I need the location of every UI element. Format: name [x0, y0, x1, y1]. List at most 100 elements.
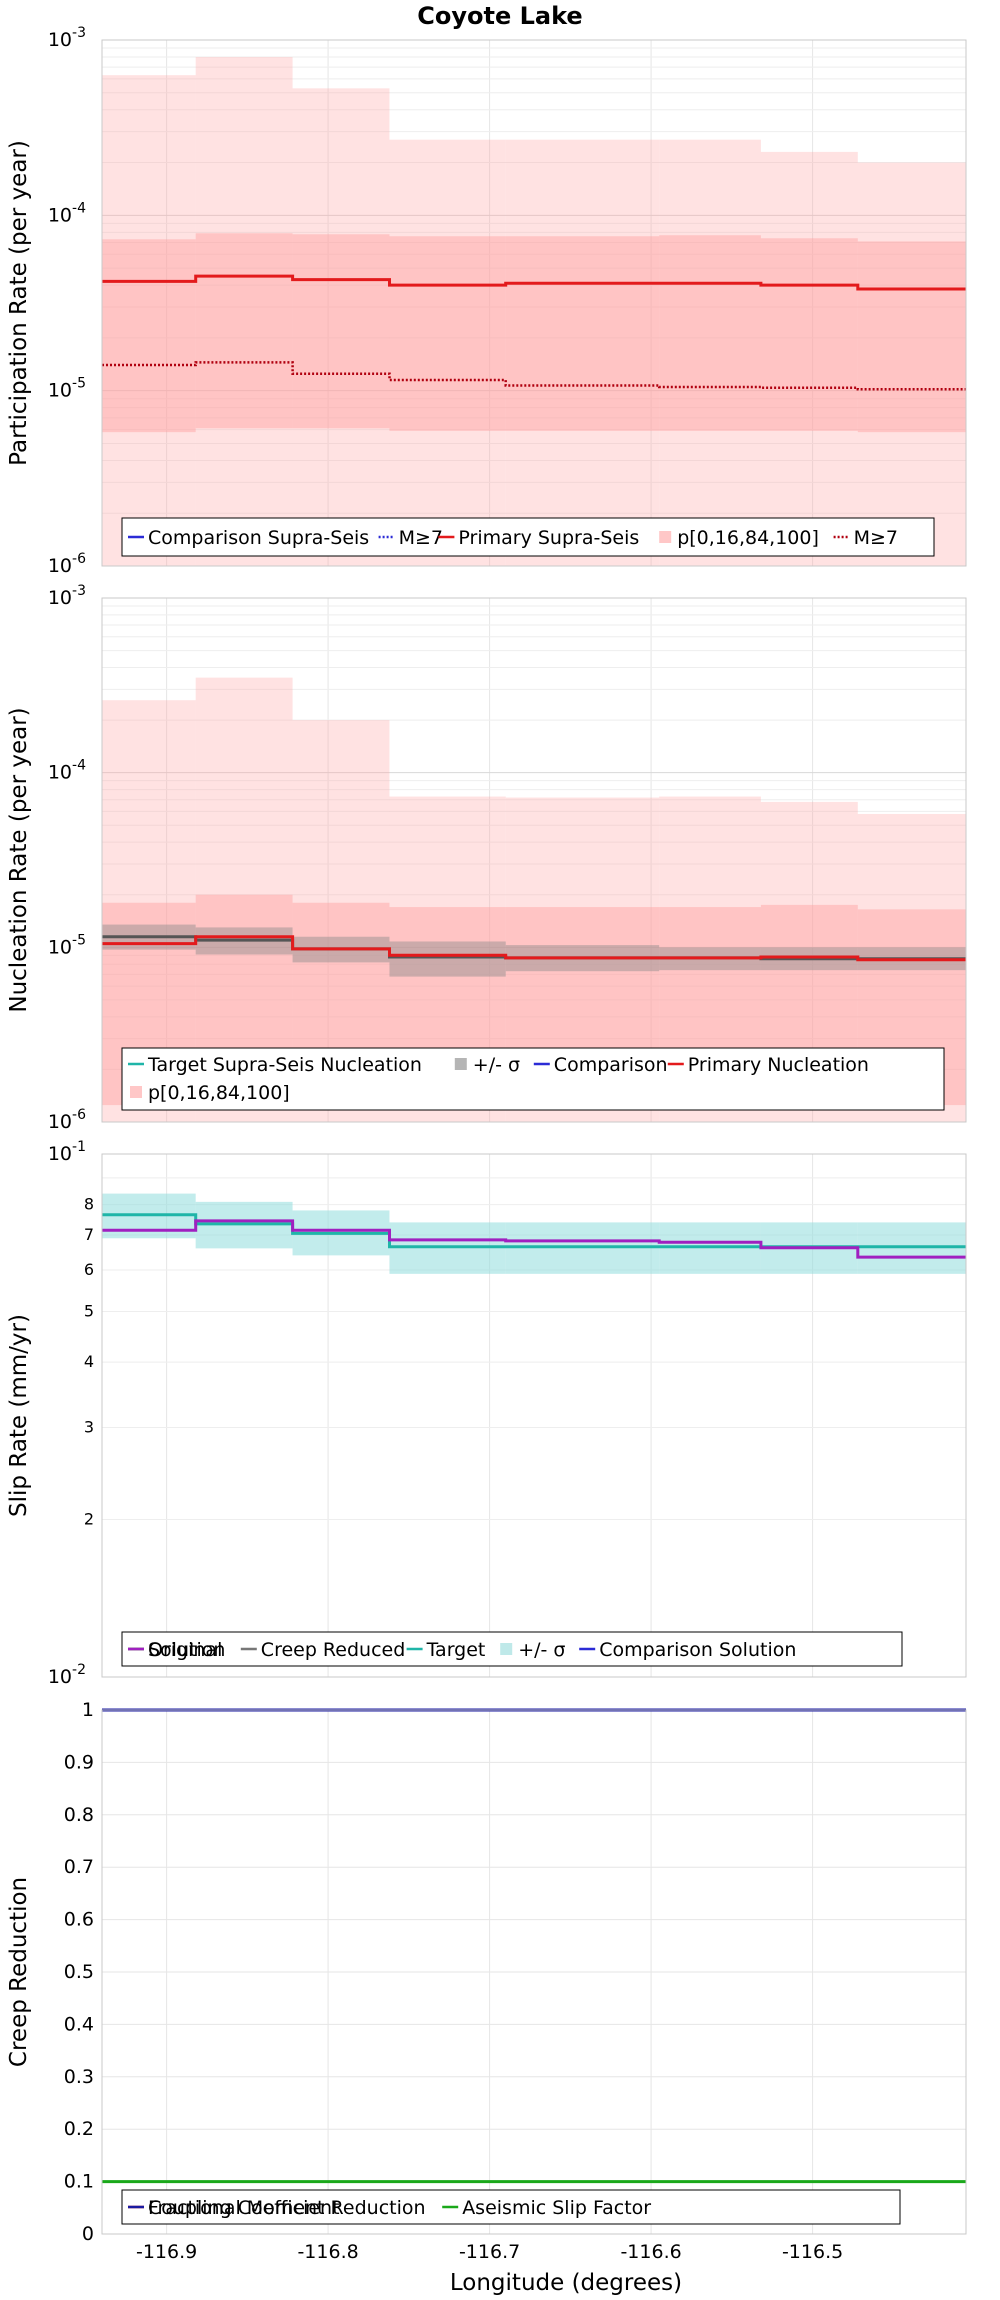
legend-label: Comparison Supra-Seis	[148, 527, 369, 549]
legend-label: Aseismic Slip Factor	[462, 2197, 651, 2219]
legend-label: Solution	[148, 1639, 225, 1661]
y-axis-ticks: 0 0.1 0.2 0.3 0.4 0.5 0.6 0.7 0.8 0.9 1	[64, 1699, 94, 2245]
band-segment	[760, 151, 858, 566]
series-line	[102, 274, 966, 291]
y-axis-ticks: 10-2 10-1 2 3 4 5 6 7 8	[48, 1139, 94, 1688]
y-tick-label: 0.7	[64, 1856, 94, 1878]
x-tick-label: -116.5	[782, 2241, 843, 2263]
legend: Target Supra-Seis Nucleation +/- σ Compari…	[121, 1047, 945, 1111]
y-tick-label: 0.5	[64, 1961, 94, 1983]
series-line	[102, 935, 966, 962]
band-segment	[760, 238, 858, 431]
band-segment	[659, 139, 761, 567]
legend: Original Creep Reduced Target +/- σ Comparis…	[121, 1631, 903, 1667]
y-tick-label: 10-1	[48, 1139, 86, 1165]
x-tick-label: -116.9	[136, 2241, 197, 2263]
legend-label: M≥7	[854, 527, 898, 549]
legend-label: Original	[148, 1639, 222, 1661]
band	[102, 233, 966, 433]
y-axis-label: Slip Rate (mm/yr)	[6, 1314, 32, 1517]
panel-4: 0 0.1 0.2 0.3 0.4 0.5 0.6 0.7 0.8 0.9 1 Creep Reduc…	[6, 1699, 967, 2245]
y-tick-label: 10-2	[48, 1662, 86, 1688]
legend-label: Fractional Moment Reduction	[148, 2197, 426, 2219]
y-tick-label: 0.4	[64, 2013, 94, 2035]
band-segment	[292, 234, 390, 429]
legend-box	[121, 1047, 945, 1111]
y-tick-label: 8	[84, 1195, 94, 1214]
band-segment	[292, 88, 390, 566]
x-tick-label: -116.7	[459, 2241, 520, 2263]
y-tick-label: 10-6	[48, 1107, 86, 1133]
y-tick-label: 5	[84, 1301, 94, 1320]
x-tick-label: -116.6	[620, 2241, 681, 2263]
y-tick-label: 10-5	[48, 932, 86, 958]
plot-area	[102, 598, 966, 1122]
legend-swatch	[454, 1058, 467, 1070]
x-axis-ticks: -116.9 -116.8 -116.7 -116.6 -116.5	[136, 2241, 843, 2263]
legend-label: Primary Supra-Seis	[458, 527, 639, 549]
band-segment	[389, 139, 506, 567]
legend-label: p[0,16,84,100]	[148, 1082, 290, 1104]
band-segment	[857, 162, 966, 566]
legend-box	[121, 2189, 901, 2225]
legend-label: Comparison Solution	[599, 1639, 796, 1661]
y-axis-ticks: 10-6 10-5 10-4 10-3	[48, 583, 86, 1133]
band	[102, 56, 966, 567]
y-tick-label: 0.9	[64, 1751, 94, 1773]
gridlines	[102, 40, 966, 567]
plot-frame	[101, 597, 967, 1123]
legend-label: Target	[426, 1639, 486, 1661]
legend-swatch	[659, 531, 672, 543]
band-segment	[505, 139, 660, 567]
legend-label: Coupling Coefficient	[148, 2197, 340, 2219]
legend: Fractional Moment Reduction Aseismic Slip…	[121, 2189, 901, 2225]
x-axis-label: Longitude (degrees)	[450, 2270, 682, 2296]
legend: Comparison Supra-Seis M≥7 Primary Supra-Se…	[121, 517, 935, 557]
y-axis-label: Creep Reduction	[6, 1877, 32, 2067]
y-tick-label: 6	[84, 1260, 94, 1279]
band-segment	[102, 75, 196, 567]
y-tick-label: 4	[84, 1352, 94, 1371]
y-tick-label: 0.2	[64, 2118, 94, 2140]
panel-3: 10-2 10-1 2 3 4 5 6 7 8 Slip Rate (mm/yr) Original…	[6, 1139, 967, 1688]
legend-label: +/- σ	[518, 1639, 565, 1661]
panel-2: 10-6 10-5 10-4 10-3 Nucleation Rate (per yea…	[6, 583, 967, 1133]
series-line	[102, 361, 966, 391]
band-segment	[195, 233, 293, 429]
y-tick-label: 2	[84, 1510, 94, 1529]
y-axis-ticks: 10-6 10-5 10-4 10-3	[48, 25, 86, 577]
series-line	[102, 1219, 966, 1259]
y-tick-label: 10-5	[48, 376, 86, 402]
y-tick-label: 0	[82, 2223, 94, 2245]
legend-box	[121, 517, 935, 557]
legend-swatch	[500, 1643, 513, 1655]
legend-label: Primary Nucleation	[688, 1054, 869, 1076]
y-tick-label: 7	[84, 1225, 94, 1244]
y-tick-label: 3	[84, 1417, 94, 1436]
y-axis-label: Participation Rate (per year)	[6, 140, 32, 466]
plot-frame	[101, 1153, 967, 1678]
band-segment	[659, 235, 761, 431]
legend-label: Creep Reduced	[261, 1639, 405, 1661]
plot-frame	[101, 1709, 967, 2235]
x-tick-label: -116.8	[297, 2241, 358, 2263]
band-segment	[389, 941, 506, 977]
y-tick-label: 0.8	[64, 1804, 94, 1826]
y-axis-label: Nucleation Rate (per year)	[6, 707, 32, 1012]
y-tick-label: 0.3	[64, 2066, 94, 2088]
y-tick-label: 10-3	[48, 25, 86, 51]
band-segment	[857, 241, 966, 433]
y-tick-label: 1	[82, 1699, 94, 1721]
legend-label: M≥7	[399, 527, 443, 549]
band-segment	[102, 239, 196, 433]
plot-area	[102, 40, 966, 566]
legend-label: p[0,16,84,100]	[677, 527, 819, 549]
legend-label: Comparison	[554, 1054, 668, 1076]
legend-label: Target Supra-Seis Nucleation	[147, 1054, 422, 1076]
panel-1: 10-6 10-5 10-4 10-3 Participation Rate (per …	[6, 25, 967, 577]
y-tick-label: 0.6	[64, 1909, 94, 1931]
y-tick-label: 0.1	[64, 2171, 94, 2193]
band-segment	[389, 236, 506, 431]
y-tick-label: 10-4	[48, 758, 86, 784]
y-tick-label: 10-3	[48, 583, 86, 609]
